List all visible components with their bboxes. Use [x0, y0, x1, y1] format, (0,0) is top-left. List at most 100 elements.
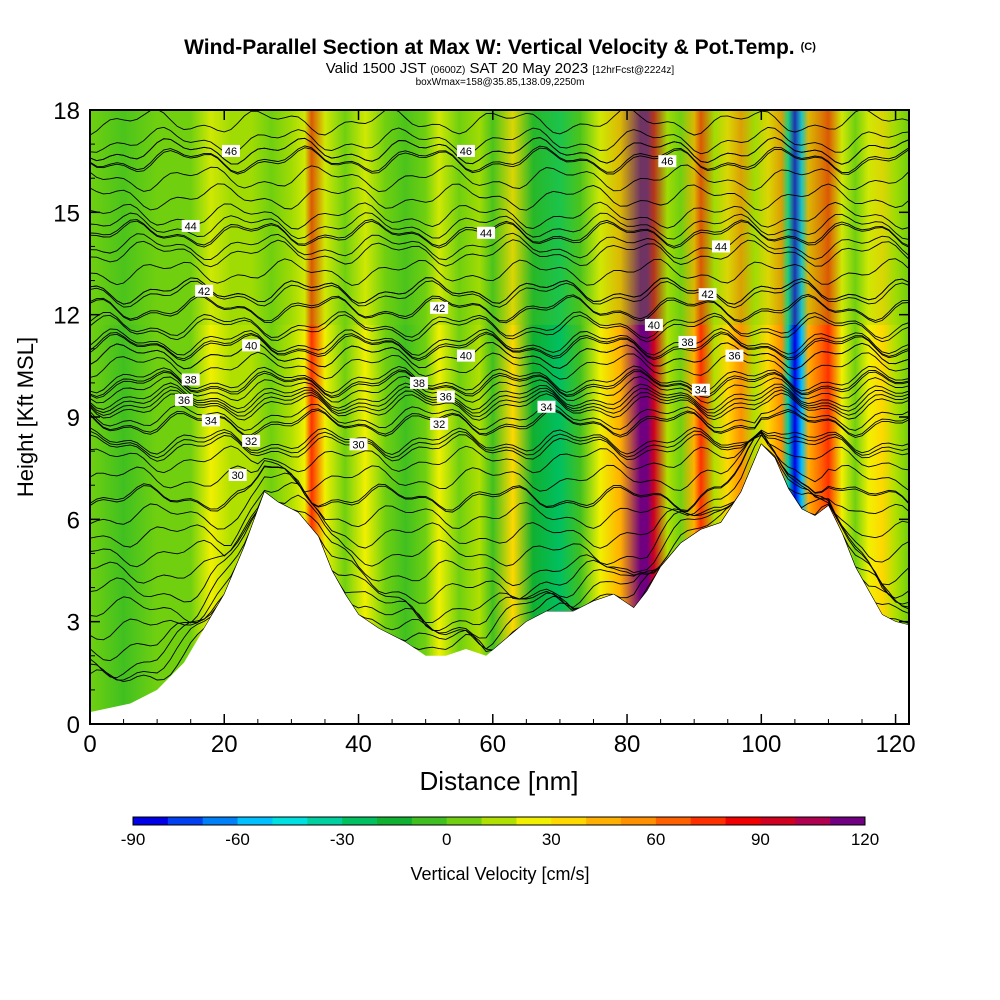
contour-label: 42: [198, 286, 210, 298]
box-wmax-info: boxWmax=158@35.85,138.09,2250m: [415, 77, 585, 88]
contour-label: 36: [728, 351, 740, 363]
theta-contour-line: [90, 232, 909, 261]
contour-label-bg: [477, 226, 496, 239]
copyright-mark: (C): [800, 41, 816, 53]
theta-contour-line: [90, 110, 909, 136]
contour-label-bg: [698, 288, 717, 301]
theta-contour-line: [90, 258, 909, 286]
colorbar-swatch: [481, 817, 517, 825]
contour-label-bg: [678, 335, 697, 348]
theta-contour-line: [90, 392, 909, 421]
colorbar-tick-label: -90: [121, 830, 146, 849]
contour-label: 46: [460, 146, 472, 158]
theta-contour-line: [90, 385, 909, 414]
colorbar-swatch: [516, 817, 552, 825]
colorbar-swatch: [342, 817, 378, 825]
y-tick-label: 0: [67, 712, 80, 739]
y-tick-label: 6: [67, 507, 80, 534]
contour-label-bg: [725, 349, 744, 362]
theta-contour-line: [90, 212, 909, 240]
theta-contour-line: [90, 403, 909, 431]
y-axis-label: Height [Kft MSL]: [13, 337, 38, 497]
contour-label: 34: [695, 385, 707, 397]
colorbar-swatch: [446, 817, 483, 825]
theta-contour-line: [90, 430, 909, 511]
theta-contour-line: [90, 443, 909, 549]
contour-label-bg: [644, 318, 663, 331]
colorbar-swatch: [830, 817, 866, 825]
contour-label-bg: [349, 438, 368, 451]
colorbar-tick-label: 30: [542, 830, 561, 849]
x-axis: 0 20 40 60 80 100 120: [83, 110, 916, 758]
theta-contour-line: [90, 183, 909, 211]
colorbar-swatch: [202, 817, 239, 825]
colorbar-tick-label: 0: [442, 830, 451, 849]
theta-contour-line: [90, 295, 909, 324]
colorbar-swatch: [551, 817, 587, 825]
contour-label-bg: [691, 383, 710, 396]
theta-contour-line: [90, 371, 909, 399]
theta-contour-line: [90, 333, 909, 362]
theta-contour-line: [90, 375, 909, 404]
x-tick-label: 100: [741, 731, 781, 758]
x-axis-label: Distance [nm]: [420, 766, 579, 796]
x-tick-label: 0: [83, 731, 96, 758]
theta-contour-line: [90, 408, 909, 437]
theta-contour-line: [90, 432, 909, 462]
contour-label: 36: [178, 395, 190, 407]
theta-contour-line: [90, 147, 909, 175]
y-axis: 0 36 9 12 15 18: [53, 98, 909, 739]
theta-contour-line: [90, 137, 909, 165]
theta-contour-line: [90, 280, 909, 309]
colorbar-frame: [132, 816, 866, 826]
colorbar-swatch: [586, 817, 622, 825]
theta-contour-line: [90, 220, 909, 249]
colorbar-swatch: [133, 817, 169, 825]
theta-contour-line: [90, 293, 909, 322]
contour-label: 38: [185, 374, 197, 386]
colorbar: -90 -60 -30 0 30 60 90 120: [121, 816, 879, 849]
y-tick-label: 9: [67, 405, 80, 432]
colorbar-label: Vertical Velocity [cm/s]: [410, 864, 589, 884]
theta-contour-line: [90, 430, 909, 459]
forecast-tag: [12hrFcst@2224z]: [592, 65, 675, 76]
contour-label-bg: [195, 284, 214, 297]
y-tick-label: 18: [53, 98, 80, 125]
y-tick-label: 12: [53, 303, 80, 330]
theta-contour-line: [90, 409, 909, 438]
contour-label-bg: [436, 390, 455, 403]
theta-contour-line: [90, 239, 909, 268]
contour-label: 44: [715, 241, 727, 253]
x-tick-label: 20: [211, 731, 238, 758]
colorbar-tick-label: -30: [330, 830, 355, 849]
colorbar-swatch: [795, 817, 831, 825]
theta-contour-line: [90, 164, 909, 193]
theta-contour-line: [90, 432, 909, 493]
colorbar-swatch: [272, 817, 308, 825]
contour-label: 34: [540, 402, 552, 414]
theta-contour-line: [90, 434, 909, 474]
contour-label: 46: [225, 146, 237, 158]
contour-label-bg: [658, 155, 677, 168]
colorbar-tick-label: 120: [851, 830, 879, 849]
colorbar-swatch: [377, 817, 413, 825]
x-tick-label: 60: [479, 731, 506, 758]
contour-label: 32: [433, 419, 445, 431]
x-tick-label: 80: [614, 731, 641, 758]
contour-labels: 30 32 30 32 34 34 36 36 38 38 34 36 38 40 40 40 42 42 42 44…: [174, 144, 744, 482]
theta-contour-line: [90, 369, 909, 397]
contour-label: 46: [661, 156, 673, 168]
theta-contour-line: [90, 327, 909, 356]
theta-contour-line: [90, 277, 909, 305]
colorbar-swatch: [655, 817, 692, 825]
contour-label-bg: [201, 414, 220, 427]
valid-time-prefix: Valid 1500 JST: [325, 60, 427, 77]
y-tick-label: 15: [53, 200, 80, 227]
colorbar-tick-label: 90: [751, 830, 770, 849]
contour-label-bg: [242, 339, 261, 352]
theta-contour-line: [90, 389, 909, 418]
contour-label-bg: [221, 144, 240, 157]
colorbar-swatch: [237, 817, 273, 825]
contour-label-bg: [537, 400, 556, 413]
colorbar-swatch: [621, 817, 657, 825]
